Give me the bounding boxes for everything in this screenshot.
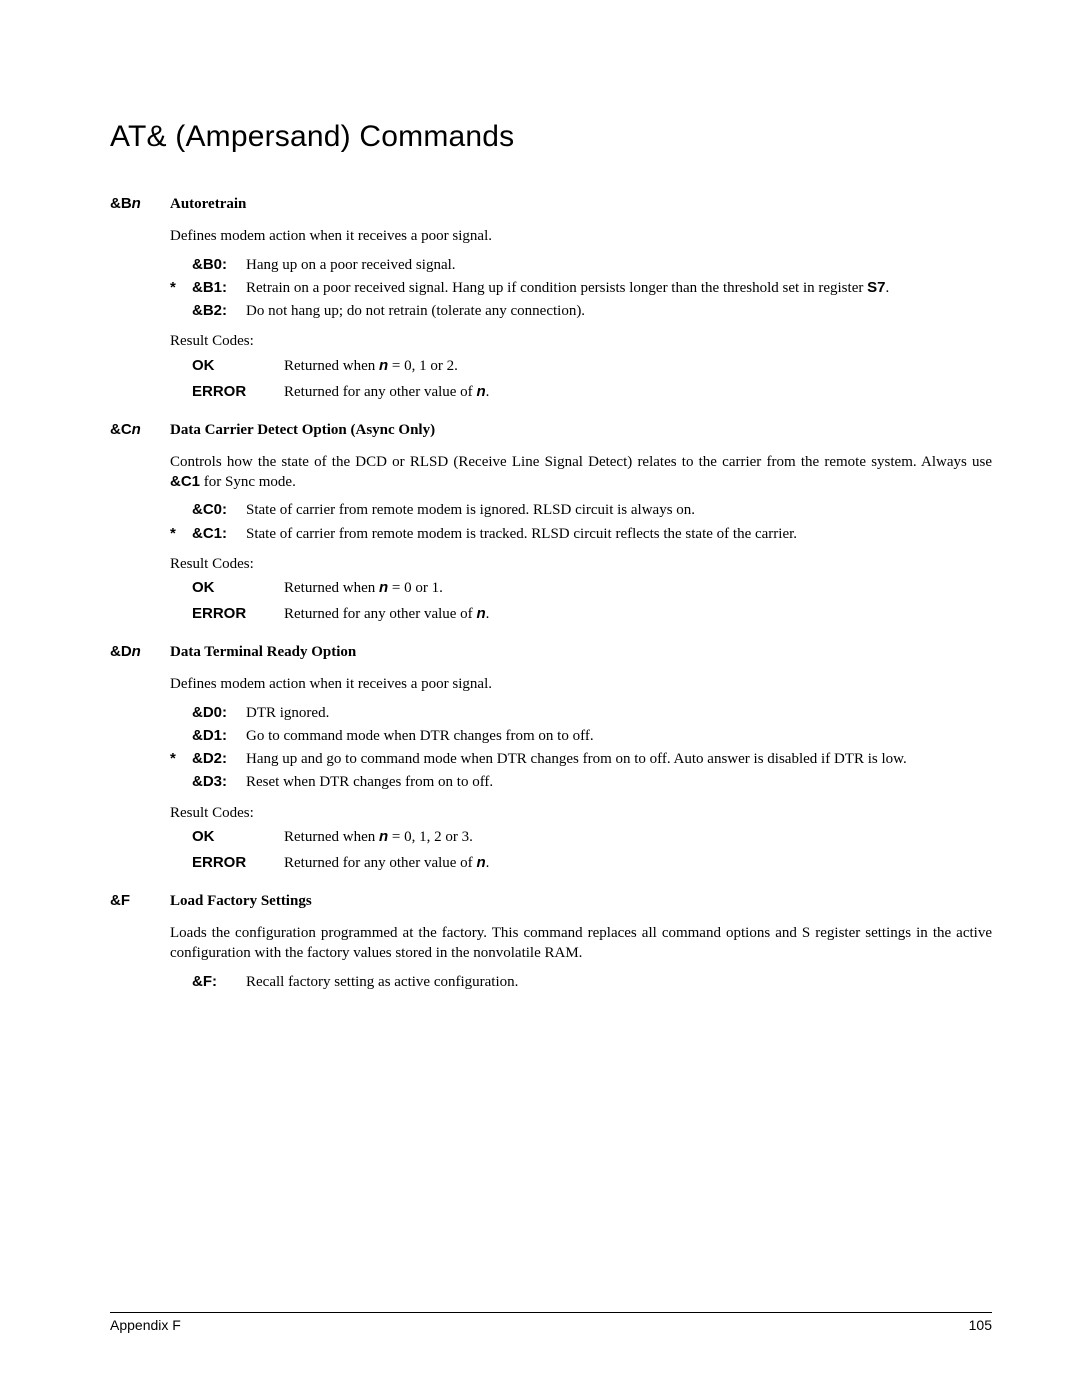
opt-code: &B0: [192, 255, 246, 275]
opt-star [170, 500, 192, 520]
rc-desc: Returned for any other value of n. [284, 602, 992, 626]
section-d-para: Defines modem action when it receives a … [170, 674, 992, 694]
opt-b1: * &B1: Retrain on a poor received signal… [170, 278, 992, 298]
rc-error: ERROR Returned for any other value of n. [192, 851, 992, 875]
opt-desc: State of carrier from remote modem is ig… [246, 500, 992, 520]
opt-f: &F: Recall factory setting as active con… [170, 972, 992, 992]
opt-star [170, 255, 192, 275]
cmd-label-f: &F [110, 891, 170, 917]
footer-text: Appendix F 105 [110, 1317, 992, 1333]
heading-text: Data Carrier Detect Option (Async Only) [170, 420, 992, 440]
opt-c1: * &C1: State of carrier from remote mode… [170, 524, 992, 544]
section-b-para: Defines modem action when it receives a … [170, 226, 992, 246]
heading-text: Autoretrain [170, 194, 992, 214]
cmd-prefix: &C [110, 421, 132, 438]
opt-d2: * &D2: Hang up and go to command mode wh… [170, 749, 992, 769]
opt-d1: &D1: Go to command mode when DTR changes… [170, 726, 992, 746]
opt-desc: Retrain on a poor received signal. Hang … [246, 278, 992, 298]
cmd-label-d: &Dn [110, 642, 170, 668]
rc-desc: Returned for any other value of n. [284, 380, 992, 404]
heading-text: Data Terminal Ready Option [170, 642, 992, 662]
page: AT& (Ampersand) Commands &Bn Autoretrain… [0, 0, 1080, 1397]
opt-code: &B2: [192, 301, 246, 321]
rc-code: ERROR [192, 380, 284, 404]
section-f-heading: &F Load Factory Settings [110, 891, 992, 917]
opt-d3: &D3: Reset when DTR changes from on to o… [170, 772, 992, 792]
rc-desc: Returned when n = 0 or 1. [284, 576, 992, 600]
rc-code: OK [192, 354, 284, 378]
cmd-n: n [132, 195, 141, 212]
cmd-prefix: &D [110, 643, 132, 660]
footer-left: Appendix F [110, 1317, 181, 1333]
opt-star: * [170, 524, 192, 544]
footer-right: 105 [969, 1317, 992, 1333]
section-d-heading: &Dn Data Terminal Ready Option [110, 642, 992, 668]
opt-d0: &D0: DTR ignored. [170, 703, 992, 723]
opt-desc: State of carrier from remote modem is tr… [246, 524, 992, 544]
opt-desc: Hang up on a poor received signal. [246, 255, 992, 275]
rc-ok: OK Returned when n = 0, 1, 2 or 3. [192, 825, 992, 849]
section-b-heading: &Bn Autoretrain [110, 194, 992, 220]
rc-label: Result Codes: [170, 803, 992, 823]
cmd-n: n [132, 421, 141, 438]
page-footer: Appendix F 105 [110, 1312, 992, 1333]
cmd-n: n [132, 643, 141, 660]
rc-desc: Returned when n = 0, 1 or 2. [284, 354, 992, 378]
opt-code: &C0: [192, 500, 246, 520]
opt-c0: &C0: State of carrier from remote modem … [170, 500, 992, 520]
cmd-prefix: &F [110, 892, 130, 909]
page-title: AT& (Ampersand) Commands [110, 120, 992, 154]
section-f-para: Loads the configuration programmed at th… [170, 923, 992, 964]
opt-b2: &B2: Do not hang up; do not retrain (tol… [170, 301, 992, 321]
opt-star [170, 301, 192, 321]
rc-code: OK [192, 576, 284, 600]
opt-b0: &B0: Hang up on a poor received signal. [170, 255, 992, 275]
cmd-label-b: &Bn [110, 194, 170, 220]
opt-code: &C1: [192, 524, 246, 544]
rc-ok: OK Returned when n = 0, 1 or 2. [192, 354, 992, 378]
rc-ok: OK Returned when n = 0 or 1. [192, 576, 992, 600]
opt-desc: Do not hang up; do not retrain (tolerate… [246, 301, 992, 321]
rc-code: ERROR [192, 602, 284, 626]
rc-error: ERROR Returned for any other value of n. [192, 380, 992, 404]
opt-code: &B1: [192, 278, 246, 298]
opt-star: * [170, 278, 192, 298]
section-c-para: Controls how the state of the DCD or RLS… [170, 452, 992, 493]
footer-rule [110, 1312, 992, 1313]
rc-error: ERROR Returned for any other value of n. [192, 602, 992, 626]
rc-label: Result Codes: [170, 554, 992, 574]
heading-text: Load Factory Settings [170, 891, 992, 911]
rc-label: Result Codes: [170, 331, 992, 351]
cmd-prefix: &B [110, 195, 132, 212]
section-c-heading: &Cn Data Carrier Detect Option (Async On… [110, 420, 992, 446]
cmd-label-c: &Cn [110, 420, 170, 446]
